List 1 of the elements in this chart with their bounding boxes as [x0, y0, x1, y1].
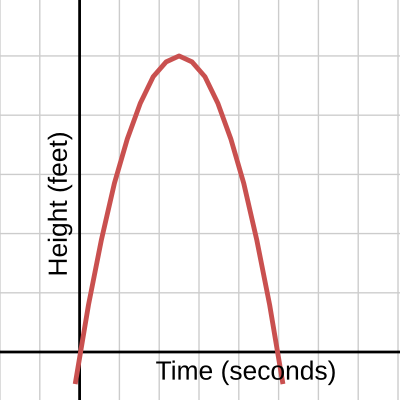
y-axis-title: Height (feet) — [48, 133, 72, 274]
